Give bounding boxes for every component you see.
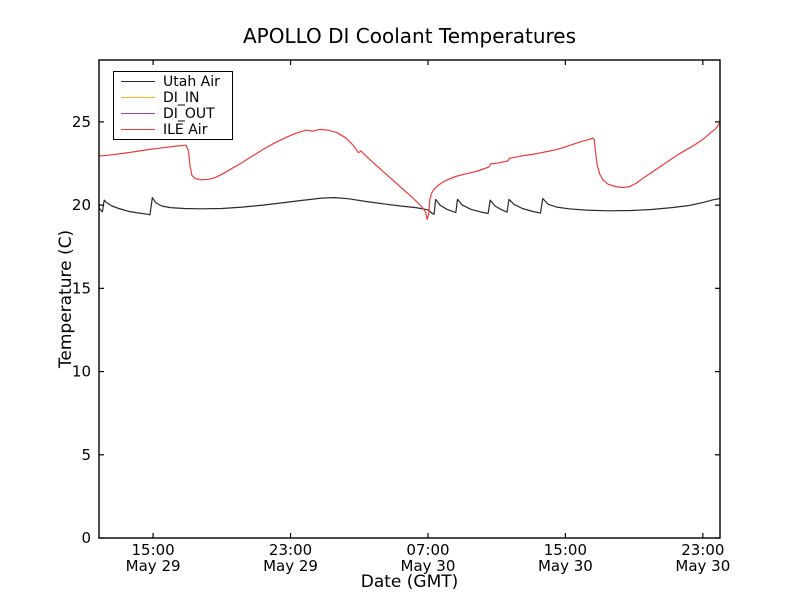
- x-tick-label-time: 23:00: [269, 541, 312, 559]
- legend-row: DI_OUT: [114, 106, 232, 122]
- y-tick-label: 15: [72, 279, 91, 297]
- x-tick-label-date: May 29: [126, 557, 181, 575]
- legend-row: ILE Air: [114, 122, 232, 138]
- legend-row: Utah Air: [114, 74, 232, 90]
- axes-spines: [98, 59, 721, 539]
- y-tick-label: 20: [72, 196, 91, 214]
- x-tick-label-time: 15:00: [131, 541, 174, 559]
- legend-line-sample: [121, 97, 155, 98]
- y-tick-label: 5: [81, 446, 91, 464]
- legend-label: DI_IN: [163, 89, 200, 106]
- y-tick-label: 25: [72, 113, 91, 131]
- legend-line-sample: [121, 113, 155, 114]
- x-tick-label-date: May 30: [401, 557, 456, 575]
- y-tick-label: 10: [72, 363, 91, 381]
- x-tick-label-time: 15:00: [544, 541, 587, 559]
- x-axis-label: Date (GMT): [360, 572, 459, 592]
- x-tick-label-date: May 30: [675, 557, 730, 575]
- x-tick-label-time: 07:00: [406, 541, 449, 559]
- chart-title: APOLLO DI Coolant Temperatures: [242, 24, 577, 48]
- series-line-ile-air: [98, 122, 721, 220]
- legend-label: DI_OUT: [163, 105, 215, 122]
- series-line-utah-air: [98, 197, 721, 216]
- legend-line-sample: [121, 81, 155, 82]
- legend: Utah Air DI_IN DI_OUT ILE Air: [113, 71, 233, 140]
- x-tick-label-date: May 29: [263, 557, 318, 575]
- y-tick-label: 0: [81, 529, 91, 547]
- x-tick-label-date: May 30: [538, 557, 593, 575]
- legend-line-sample: [121, 129, 155, 130]
- legend-label: Utah Air: [163, 73, 220, 90]
- legend-row: DI_IN: [114, 90, 232, 106]
- x-tick-label-time: 23:00: [681, 541, 724, 559]
- legend-label: ILE Air: [163, 121, 208, 138]
